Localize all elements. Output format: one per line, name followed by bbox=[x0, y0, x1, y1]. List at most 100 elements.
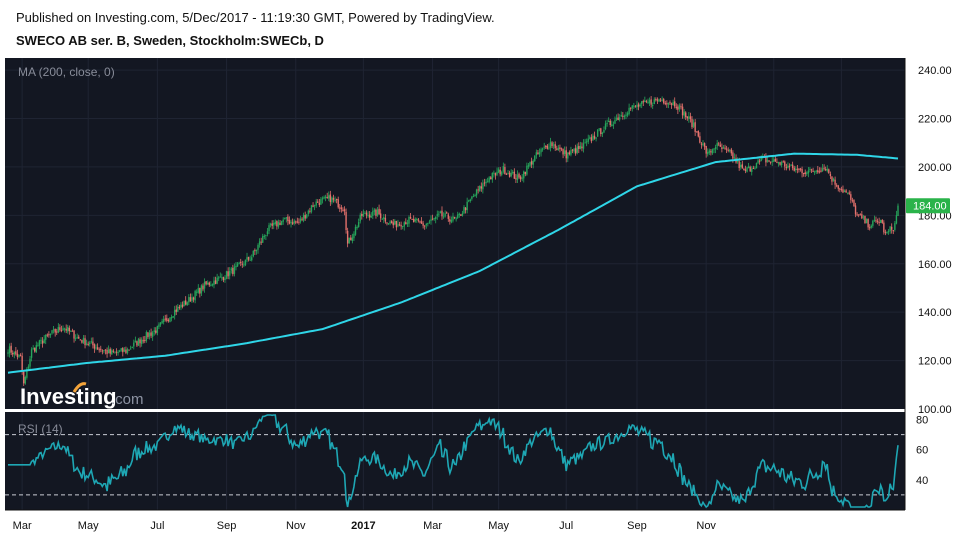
candle-body bbox=[674, 101, 676, 107]
candle-body bbox=[545, 146, 547, 148]
candle-body bbox=[672, 101, 674, 105]
candle-body bbox=[194, 291, 196, 301]
candle-body bbox=[79, 339, 82, 341]
candle-body bbox=[296, 221, 299, 223]
candle-body bbox=[703, 143, 706, 147]
candle-body bbox=[229, 271, 231, 276]
candle-body bbox=[650, 99, 652, 105]
candle-body bbox=[15, 351, 17, 355]
candle-body bbox=[859, 214, 861, 216]
candle-body bbox=[104, 349, 107, 351]
time-tick-label: Sep bbox=[217, 520, 237, 532]
candle-body bbox=[784, 161, 786, 167]
candle-body bbox=[629, 107, 632, 109]
candle-body bbox=[307, 210, 310, 214]
candle-body bbox=[663, 99, 665, 104]
candle-body bbox=[722, 147, 725, 149]
candle-body bbox=[414, 219, 416, 222]
candle-body bbox=[78, 336, 80, 339]
candle-body bbox=[200, 285, 203, 294]
candle-body bbox=[765, 157, 767, 163]
candle-body bbox=[45, 334, 47, 340]
candle-body bbox=[468, 200, 470, 202]
candle-body bbox=[730, 149, 733, 154]
candle-body bbox=[821, 168, 824, 172]
candle-body bbox=[669, 102, 671, 104]
candle-body bbox=[59, 327, 61, 330]
candle-body bbox=[625, 114, 627, 116]
candle-body bbox=[166, 318, 168, 321]
candle-body bbox=[648, 100, 651, 104]
candle-body bbox=[288, 220, 291, 224]
candle-body bbox=[532, 160, 534, 165]
candle-body bbox=[348, 237, 350, 244]
candle-body bbox=[290, 221, 292, 224]
candle-body bbox=[30, 349, 33, 358]
candle-body bbox=[439, 211, 442, 214]
candle-body bbox=[493, 172, 495, 174]
candle-body bbox=[274, 221, 277, 224]
candle-body bbox=[126, 349, 129, 353]
candle-body bbox=[331, 197, 333, 203]
candle-body bbox=[604, 123, 607, 130]
candle-body bbox=[273, 223, 275, 226]
candle-body bbox=[464, 207, 467, 211]
candle-body bbox=[173, 310, 176, 316]
candle-body bbox=[515, 178, 517, 180]
candle-body bbox=[823, 167, 825, 169]
candle-body bbox=[689, 116, 692, 120]
candle-body bbox=[741, 164, 744, 169]
candle-body bbox=[285, 217, 288, 219]
candle-body bbox=[659, 99, 662, 101]
candle-body bbox=[570, 150, 572, 155]
candle-body bbox=[475, 189, 478, 196]
candle-body bbox=[192, 297, 195, 300]
candle-body bbox=[56, 331, 58, 333]
candle-body bbox=[359, 214, 361, 222]
candle-body bbox=[419, 221, 421, 223]
candle-body bbox=[255, 249, 258, 252]
candle-body bbox=[796, 168, 799, 170]
candle-body bbox=[623, 115, 626, 117]
candle-body bbox=[596, 129, 599, 137]
candle-body bbox=[598, 128, 600, 130]
candle-body bbox=[265, 234, 267, 236]
candle-body bbox=[846, 192, 849, 194]
candle-body bbox=[685, 112, 687, 118]
candle-body bbox=[521, 177, 523, 179]
price-grid bbox=[5, 58, 905, 409]
price-tick-label: 200.00 bbox=[918, 162, 952, 174]
candle-body bbox=[423, 225, 426, 227]
candle-body bbox=[886, 231, 888, 233]
candle-body bbox=[214, 280, 217, 284]
candle-body bbox=[406, 222, 409, 224]
candle-body bbox=[189, 297, 192, 302]
price-axis: 100.00 120.00 140.00 160.00 180.00 200.00 220.… bbox=[918, 65, 952, 416]
candle-body bbox=[512, 172, 514, 174]
candle-body bbox=[446, 212, 448, 214]
candle-body bbox=[246, 257, 248, 260]
candle-body bbox=[809, 168, 811, 170]
candle-body bbox=[306, 214, 308, 218]
candle-body bbox=[626, 113, 629, 116]
candle-body bbox=[373, 209, 376, 212]
candle-body bbox=[315, 201, 317, 206]
candle-body bbox=[372, 211, 374, 216]
candle-body bbox=[452, 216, 454, 221]
candle-body bbox=[884, 232, 887, 234]
candle-body bbox=[826, 168, 828, 171]
candle-body bbox=[280, 221, 283, 226]
candle-body bbox=[367, 215, 369, 217]
candle-body bbox=[872, 220, 874, 226]
candle-body bbox=[486, 181, 489, 183]
candle-body bbox=[644, 100, 646, 103]
time-tick-label: Mar bbox=[423, 520, 442, 532]
candle-body bbox=[383, 216, 385, 220]
candle-body bbox=[345, 211, 347, 231]
candle-body bbox=[342, 209, 344, 211]
watermark-suffix: .com bbox=[111, 391, 144, 408]
candle-body bbox=[148, 332, 151, 337]
candle-body bbox=[386, 222, 388, 224]
candle-body bbox=[151, 332, 154, 337]
